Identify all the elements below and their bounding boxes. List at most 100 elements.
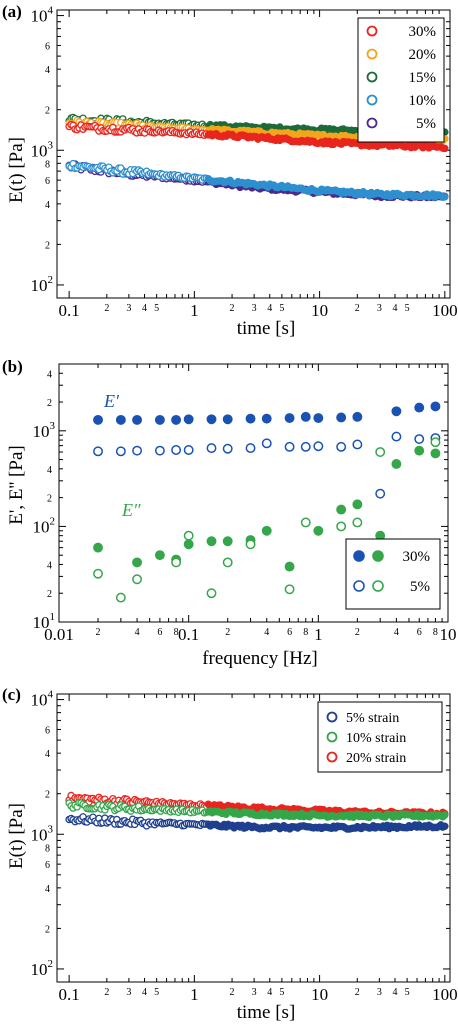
y-tick-label: 102 bbox=[33, 515, 56, 536]
x-minor-tick-label: 3 bbox=[377, 303, 382, 314]
series-markers bbox=[93, 401, 441, 603]
series-3 bbox=[65, 159, 449, 202]
data-point bbox=[300, 411, 311, 422]
legend-marker bbox=[366, 25, 378, 37]
panel-b-label: (b) bbox=[2, 357, 23, 376]
data-point bbox=[115, 592, 126, 603]
x-minor-tick-label: 2 bbox=[104, 303, 109, 314]
data-point bbox=[222, 536, 233, 547]
data-point bbox=[261, 525, 272, 536]
x-tick-label: 10 bbox=[311, 301, 328, 320]
panel-b-ylabel: E', E'' [Pa] bbox=[6, 445, 27, 524]
x-minor-tick-label: 4 bbox=[135, 627, 140, 638]
data-point bbox=[352, 439, 363, 450]
legend-box bbox=[317, 701, 443, 773]
x-minor-tick-label: 2 bbox=[104, 987, 109, 998]
x-minor-tick-label: 3 bbox=[377, 987, 382, 998]
legend-label: 30% bbox=[403, 549, 431, 565]
panel-b-xlabel: frequency [Hz] bbox=[202, 648, 318, 669]
x-minor-tick-label: 8 bbox=[433, 627, 438, 638]
data-point bbox=[284, 413, 295, 424]
data-point bbox=[414, 445, 425, 456]
legend-marker bbox=[326, 731, 338, 743]
series-0 bbox=[65, 813, 449, 833]
series-1 bbox=[93, 431, 441, 499]
data-point bbox=[206, 536, 217, 547]
data-point bbox=[430, 448, 441, 459]
y-minor-tick-label: 6 bbox=[45, 41, 50, 52]
y-minor-tick-label: 2 bbox=[47, 398, 52, 409]
y-tick-label: 102 bbox=[31, 958, 54, 979]
data-point bbox=[375, 447, 386, 457]
x-minor-tick-label: 4 bbox=[142, 987, 147, 998]
y-tick-label: 101 bbox=[33, 611, 56, 632]
y-minor-tick-label: 8 bbox=[45, 843, 50, 854]
data-point bbox=[284, 441, 295, 452]
legend-marker bbox=[366, 71, 378, 83]
y-tick-label: 103 bbox=[31, 823, 54, 844]
x-tick-label: 0.01 bbox=[44, 625, 74, 644]
data-point bbox=[261, 413, 272, 424]
panel-c: (c) E(t) [Pa] time [s] bbox=[2, 685, 295, 1023]
data-point bbox=[132, 445, 143, 456]
data-point bbox=[441, 193, 449, 201]
data-point bbox=[300, 517, 311, 528]
data-point bbox=[222, 557, 233, 568]
legend-label: 5% strain bbox=[346, 711, 399, 726]
x-minor-tick-label: 4 bbox=[142, 303, 147, 314]
data-point bbox=[375, 488, 386, 499]
legend-box bbox=[345, 538, 441, 610]
y-minor-tick-label: 4 bbox=[47, 560, 52, 571]
data-point bbox=[222, 414, 233, 425]
y-tick-label: 104 bbox=[31, 5, 54, 26]
series-0 bbox=[65, 120, 449, 153]
data-point bbox=[154, 550, 165, 561]
data-point bbox=[300, 441, 311, 452]
data-point bbox=[313, 525, 324, 536]
data-point bbox=[183, 445, 194, 455]
x-minor-tick-label: 8 bbox=[303, 627, 308, 638]
data-point bbox=[313, 441, 324, 452]
x-tick-label: 0.1 bbox=[59, 985, 80, 1004]
y-minor-tick-label: 6 bbox=[45, 176, 50, 187]
data-point bbox=[313, 413, 324, 424]
x-minor-tick-label: 4 bbox=[392, 303, 397, 314]
annotation-e-double-prime: E″ bbox=[121, 500, 141, 520]
y-minor-tick-label: 4 bbox=[45, 749, 50, 760]
x-minor-tick-label: 2 bbox=[230, 987, 235, 998]
legend-label: 5% bbox=[416, 116, 436, 132]
panel-b: (b) E', E'' [Pa] frequency [Hz] E′ E″ bbox=[2, 357, 318, 669]
y-minor-tick-label: 2 bbox=[45, 240, 50, 251]
x-minor-tick-label: 5 bbox=[154, 987, 159, 998]
legend-marker bbox=[326, 751, 338, 763]
data-point bbox=[132, 414, 143, 425]
legend-marker bbox=[372, 580, 384, 592]
x-minor-tick-label: 4 bbox=[267, 987, 272, 998]
data-point bbox=[336, 504, 347, 515]
y-minor-tick-label: 8 bbox=[45, 159, 50, 170]
panel-c-ylabel: E(t) [Pa] bbox=[6, 803, 27, 869]
data-point bbox=[132, 557, 143, 568]
y-minor-tick-label: 6 bbox=[45, 725, 50, 736]
data-point bbox=[430, 437, 441, 448]
x-tick-label: 1 bbox=[190, 301, 199, 320]
plot-frame bbox=[58, 363, 449, 623]
data-point bbox=[132, 574, 143, 585]
data-point bbox=[336, 412, 347, 423]
x-tick-label: 10 bbox=[311, 985, 328, 1004]
data-point bbox=[336, 441, 347, 452]
legend-label: 5% bbox=[410, 579, 430, 595]
y-minor-tick-label: 6 bbox=[45, 860, 50, 871]
data-point bbox=[245, 413, 256, 424]
y-tick-label: 103 bbox=[33, 420, 56, 441]
panel-c-xlabel: time [s] bbox=[237, 1002, 296, 1023]
y-minor-tick-label: 2 bbox=[45, 106, 50, 117]
y-minor-tick-label: 2 bbox=[45, 924, 50, 935]
data-point bbox=[206, 443, 217, 454]
x-minor-tick-label: 5 bbox=[279, 987, 284, 998]
panel-a: (a) E(t) [Pa] time [s] bbox=[2, 2, 295, 339]
x-minor-tick-label: 5 bbox=[279, 303, 284, 314]
